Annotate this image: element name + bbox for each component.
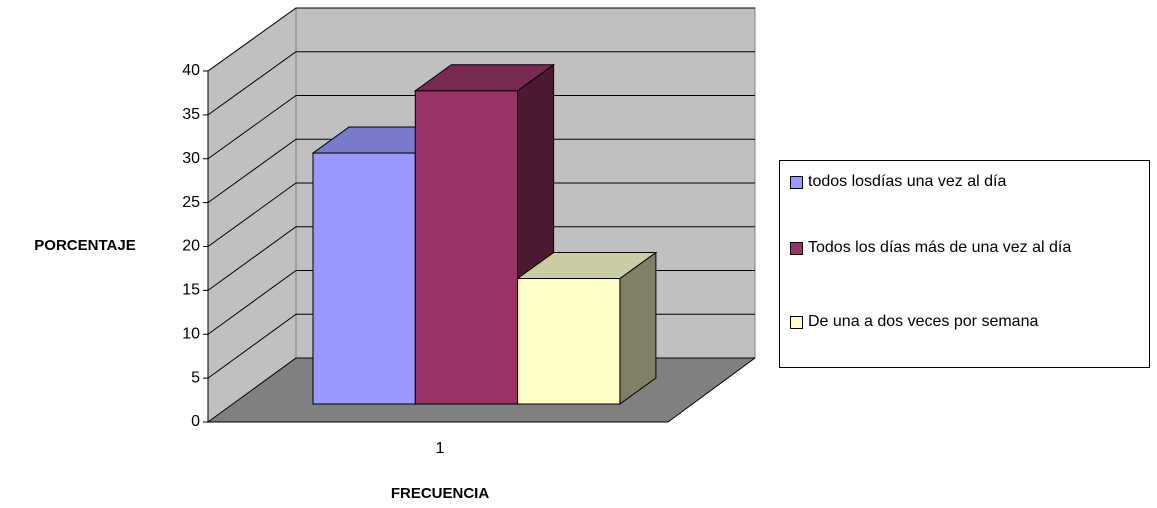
legend-label: todos losdías una vez al día (808, 173, 1007, 190)
legend-entry: Todos los días más de una vez al día (790, 235, 1157, 261)
y-tick-label: 20 (182, 238, 200, 255)
legend: todos losdías una vez al día Todos los dí… (779, 160, 1150, 368)
grid-line (207, 182, 755, 247)
bar (414, 90, 519, 405)
legend-entry: De una a dos veces por semana (790, 309, 1157, 335)
y-tick-label: 25 (182, 194, 200, 211)
bar (517, 278, 621, 405)
x-axis-title: FRECUENCIA (391, 485, 490, 502)
legend-swatch (790, 176, 803, 189)
y-tick-label: 15 (182, 282, 200, 299)
grid-line (207, 138, 755, 204)
floor-edge (667, 357, 756, 423)
bar-top (516, 252, 658, 280)
y-tick-label: 40 (182, 62, 200, 79)
grid-line (207, 51, 755, 116)
legend-label: De una a dos veces por semana (808, 313, 1039, 330)
bar-side (619, 251, 657, 405)
legend-entry: todos losdías una vez al día (790, 169, 1157, 195)
y-tick-label: 35 (182, 106, 200, 123)
grid-line (207, 95, 755, 160)
grid-line (207, 226, 755, 291)
legend-swatch (790, 242, 803, 255)
y-tick-label: 5 (191, 369, 200, 386)
bar-top (413, 64, 556, 92)
legend-label: Todos los días más de una vez al día (808, 239, 1072, 256)
bars (311, 63, 658, 405)
y-axis-title: PORCENTAJE (34, 237, 135, 254)
y-tick-label: 30 (182, 150, 200, 167)
y-tick-label: 10 (182, 325, 200, 342)
y-tick-label: 0 (191, 413, 200, 430)
bar (312, 152, 416, 405)
x-tick-label: 1 (436, 440, 445, 457)
legend-swatch (790, 316, 803, 329)
grid-line (207, 7, 755, 72)
